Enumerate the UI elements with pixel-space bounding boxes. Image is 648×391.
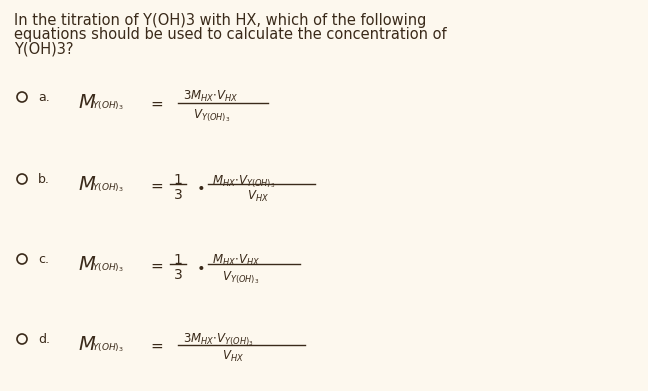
Text: $\mathit{M}$: $\mathit{M}$ — [78, 255, 97, 274]
Text: $Y(OH)_3$: $Y(OH)_3$ — [92, 99, 124, 111]
Text: $\bullet$: $\bullet$ — [196, 259, 204, 273]
Text: $3$: $3$ — [173, 268, 183, 282]
Text: $=$: $=$ — [148, 96, 164, 111]
Text: $M_{HX}{\cdot}V_{HX}$: $M_{HX}{\cdot}V_{HX}$ — [212, 253, 260, 268]
Text: $Y(OH)_3$: $Y(OH)_3$ — [92, 181, 124, 194]
Text: equations should be used to calculate the concentration of: equations should be used to calculate th… — [14, 27, 446, 42]
Text: $=$: $=$ — [148, 178, 164, 193]
Text: a.: a. — [38, 91, 50, 104]
Text: $Y(OH)_3$: $Y(OH)_3$ — [92, 261, 124, 273]
Text: $1$: $1$ — [173, 253, 183, 267]
Text: $=$: $=$ — [148, 258, 164, 273]
Text: $V_{Y(OH)_3}$: $V_{Y(OH)_3}$ — [222, 269, 259, 285]
Text: $V_{Y(OH)_3}$: $V_{Y(OH)_3}$ — [193, 107, 231, 124]
Text: $3$: $3$ — [173, 188, 183, 202]
Text: c.: c. — [38, 253, 49, 266]
Text: $3M_{HX}{\cdot}V_{Y(OH)_3}$: $3M_{HX}{\cdot}V_{Y(OH)_3}$ — [183, 331, 254, 348]
Text: $\mathit{M}$: $\mathit{M}$ — [78, 175, 97, 194]
Text: In the titration of Y(OH)3 with HX, which of the following: In the titration of Y(OH)3 with HX, whic… — [14, 13, 426, 28]
Text: $V_{HX}$: $V_{HX}$ — [247, 189, 269, 204]
Text: $\bullet$: $\bullet$ — [196, 179, 204, 193]
Text: $Y(OH)_3$: $Y(OH)_3$ — [92, 341, 124, 353]
Text: Y(OH)3?: Y(OH)3? — [14, 41, 73, 56]
Text: $3M_{HX}{\cdot}V_{HX}$: $3M_{HX}{\cdot}V_{HX}$ — [183, 89, 238, 104]
Text: d.: d. — [38, 333, 50, 346]
Text: $1$: $1$ — [173, 173, 183, 187]
Text: $\mathit{M}$: $\mathit{M}$ — [78, 93, 97, 112]
Text: $\mathit{M}$: $\mathit{M}$ — [78, 335, 97, 354]
Text: $M_{HX}{\cdot}V_{Y(OH)_3}$: $M_{HX}{\cdot}V_{Y(OH)_3}$ — [212, 173, 275, 190]
Text: $V_{HX}$: $V_{HX}$ — [222, 349, 244, 364]
Text: b.: b. — [38, 173, 50, 186]
Text: $=$: $=$ — [148, 338, 164, 353]
